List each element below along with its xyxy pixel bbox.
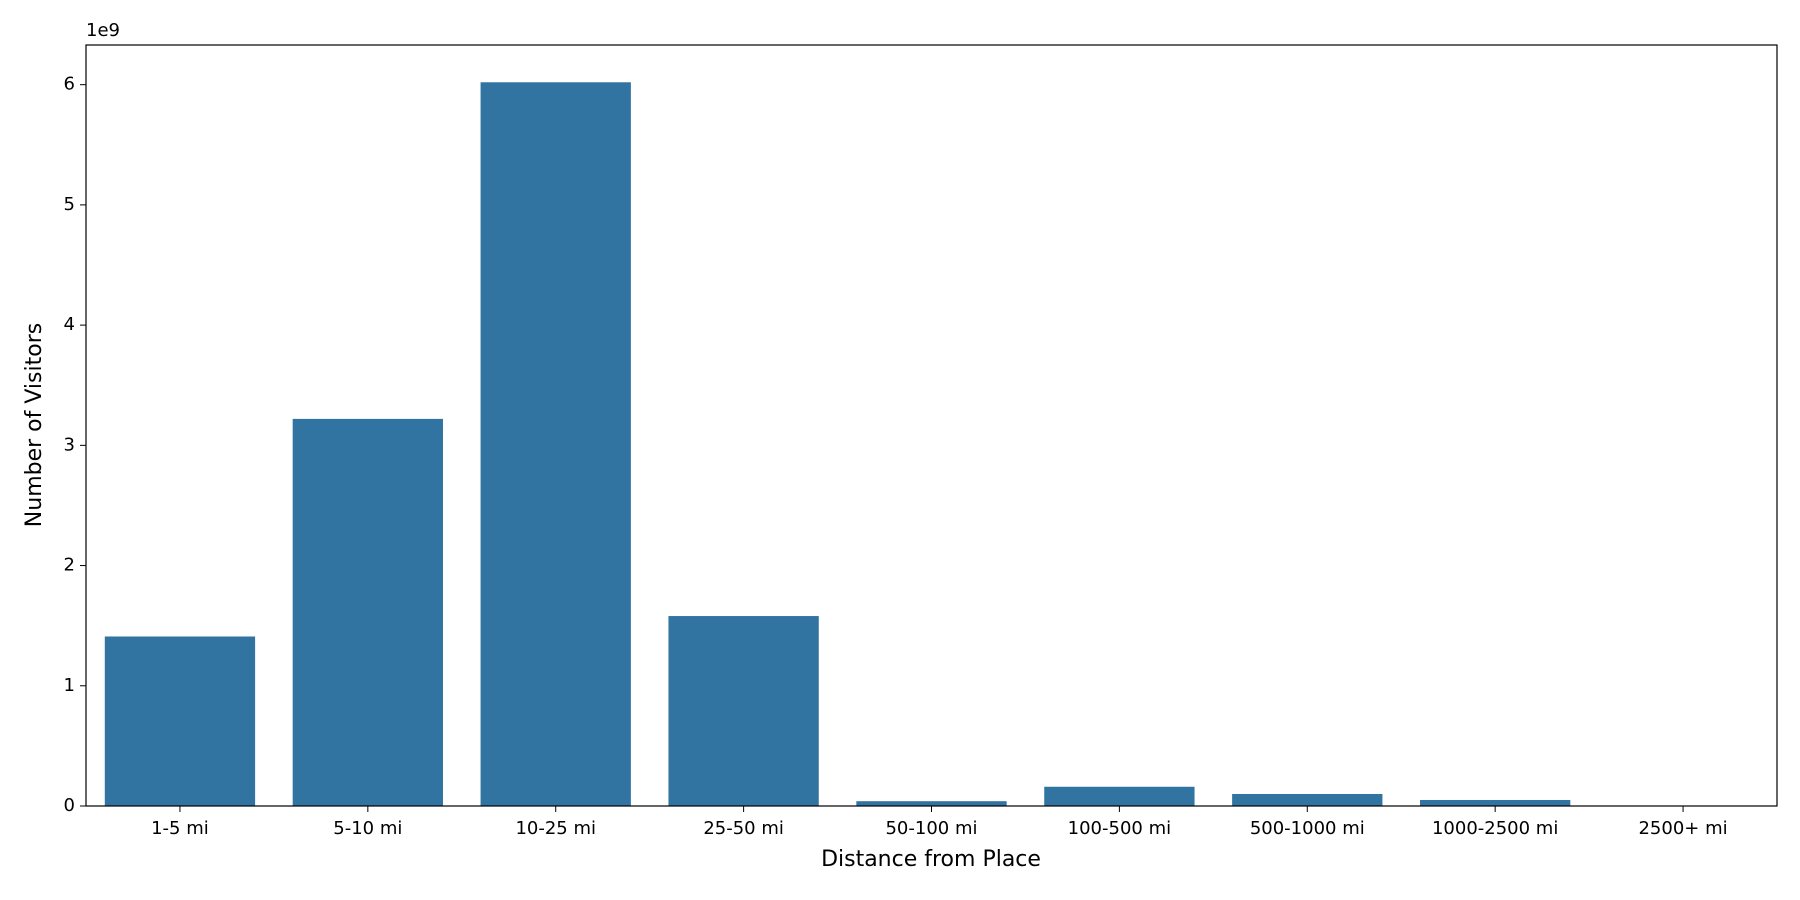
bar	[1232, 793, 1383, 806]
x-tick-label: 5-10 mi	[333, 818, 402, 839]
bar	[1044, 786, 1195, 806]
x-tick-label: 2500+ mi	[1638, 818, 1727, 839]
x-tick-label: 10-25 mi	[515, 818, 596, 839]
y-axis-label: Number of Visitors	[22, 323, 47, 527]
y-tick-label: 5	[64, 194, 75, 215]
y-tick-label: 2	[64, 555, 75, 576]
x-axis-label: Distance from Place	[821, 847, 1041, 872]
y-tick-label: 3	[64, 434, 75, 455]
bar	[292, 418, 443, 806]
x-tick-label: 1-5 mi	[151, 818, 209, 839]
plot-frame	[85, 44, 1778, 807]
bar	[1420, 799, 1571, 806]
x-tick-label: 1000-2500 mi	[1432, 818, 1558, 839]
x-tick-label: 100-500 mi	[1068, 818, 1171, 839]
x-tick-label: 50-100 mi	[885, 818, 977, 839]
x-tick-label: 500-1000 mi	[1250, 818, 1365, 839]
bar	[104, 636, 256, 806]
y-tick-label: 0	[64, 795, 75, 816]
bar	[480, 82, 631, 807]
y-tick-label: 1	[64, 675, 75, 696]
bar	[668, 616, 819, 806]
y-tick-label: 4	[64, 314, 75, 335]
y-tick-label: 6	[64, 74, 75, 95]
x-tick-label: 25-50 mi	[703, 818, 784, 839]
bar	[856, 801, 1007, 806]
y-offset-label: 1e9	[86, 20, 120, 41]
